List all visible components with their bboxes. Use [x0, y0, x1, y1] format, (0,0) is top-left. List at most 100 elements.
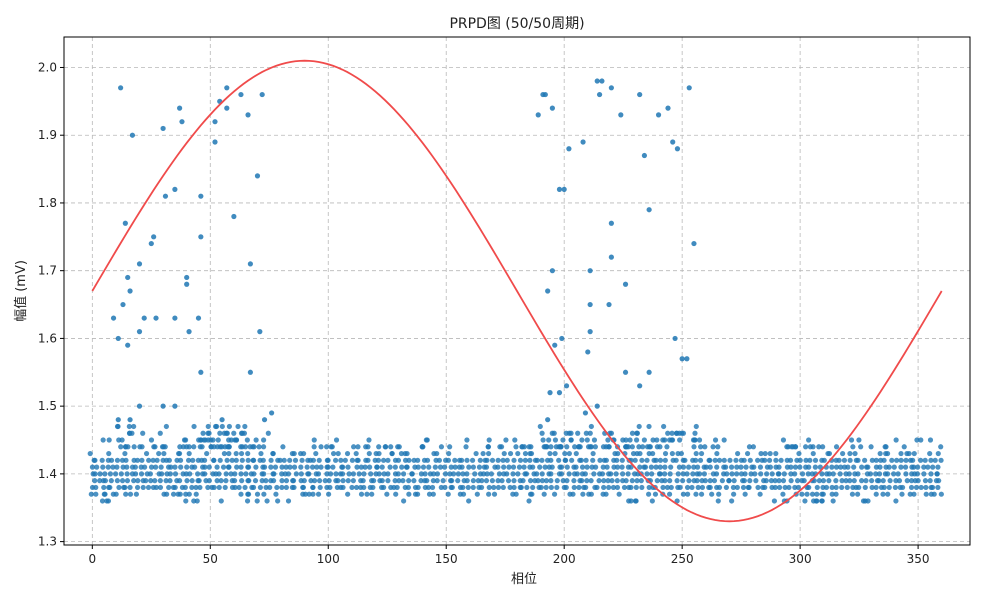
noise-point: [166, 457, 172, 463]
noise-point: [891, 464, 897, 470]
noise-point: [500, 457, 506, 463]
discharge-point: [566, 146, 572, 152]
noise-point: [603, 457, 609, 463]
noise-point: [148, 437, 155, 443]
noise-point: [197, 484, 203, 491]
noise-point: [245, 464, 252, 470]
noise-point: [668, 484, 674, 491]
noise-point: [833, 484, 839, 491]
noise-point: [576, 484, 582, 491]
noise-point: [351, 444, 357, 450]
discharge-point: [125, 342, 131, 348]
noise-point: [927, 478, 933, 484]
noise-point: [591, 471, 597, 477]
y-tick-label: 1.4: [38, 467, 57, 481]
noise-point: [379, 478, 385, 484]
noise-point: [657, 444, 663, 450]
noise-point: [621, 484, 628, 491]
noise-point: [932, 457, 938, 463]
noise-point: [797, 457, 803, 463]
noise-point: [503, 437, 509, 443]
noise-point: [477, 457, 483, 463]
discharge-point: [646, 207, 652, 213]
discharge-point: [153, 315, 159, 321]
noise-point: [629, 430, 636, 436]
noise-point: [191, 444, 197, 450]
noise-point: [558, 464, 565, 470]
noise-point: [584, 478, 590, 484]
noise-point: [272, 464, 279, 470]
noise-point: [674, 430, 680, 436]
noise-point: [716, 457, 723, 463]
noise-point: [638, 478, 644, 484]
discharge-point: [596, 91, 603, 98]
noise-point: [662, 457, 668, 463]
noise-point: [516, 464, 523, 470]
noise-point: [549, 464, 555, 470]
noise-point: [521, 464, 527, 470]
noise-point: [667, 478, 673, 484]
noise-point: [915, 464, 921, 470]
noise-point: [657, 471, 663, 477]
noise-point: [107, 484, 113, 491]
noise-point: [891, 471, 897, 477]
noise-point: [684, 471, 690, 477]
noise-point: [773, 450, 779, 457]
noise-point: [183, 498, 189, 504]
noise-point: [528, 450, 535, 457]
y-tick-label: 1.9: [38, 128, 57, 142]
noise-point: [380, 457, 387, 463]
noise-point: [782, 484, 788, 491]
noise-point: [430, 471, 437, 477]
noise-point: [401, 498, 407, 504]
noise-point: [153, 484, 159, 491]
noise-point: [810, 450, 816, 457]
noise-point: [290, 478, 297, 484]
noise-point: [923, 484, 929, 491]
noise-point: [263, 478, 269, 484]
noise-point: [724, 471, 730, 477]
noise-point: [589, 464, 595, 470]
noise-point: [757, 491, 763, 497]
noise-point: [614, 464, 621, 470]
noise-point: [692, 437, 698, 443]
noise-point: [225, 444, 231, 450]
noise-point: [623, 478, 629, 484]
noise-point: [376, 471, 382, 477]
noise-point: [392, 478, 398, 484]
discharge-point: [655, 112, 662, 118]
noise-point: [820, 491, 826, 497]
discharge-point: [587, 301, 593, 308]
noise-point: [811, 498, 817, 504]
noise-point: [588, 478, 594, 484]
noise-point: [251, 444, 257, 450]
discharge-point: [646, 369, 652, 375]
noise-point: [883, 444, 889, 450]
noise-point: [496, 471, 502, 477]
noise-point: [507, 450, 514, 457]
noise-point: [93, 484, 99, 491]
noise-point: [177, 491, 183, 497]
noise-point: [893, 437, 899, 443]
noise-point: [899, 484, 906, 491]
noise-point: [361, 471, 367, 477]
noise-point: [781, 471, 787, 477]
noise-point: [104, 498, 110, 504]
noise-point: [552, 450, 558, 457]
noise-point: [806, 437, 812, 443]
noise-point: [201, 457, 208, 463]
noise-point: [773, 457, 779, 463]
discharge-point: [622, 281, 629, 287]
noise-point: [193, 491, 199, 497]
noise-point: [547, 450, 553, 457]
noise-point: [464, 457, 470, 463]
x-tick-label: 200: [553, 552, 576, 566]
noise-point: [418, 478, 424, 484]
noise-point: [680, 478, 686, 484]
noise-point: [250, 484, 257, 491]
noise-point: [579, 437, 585, 443]
noise-point: [323, 444, 330, 450]
noise-point: [606, 484, 612, 491]
noise-point: [796, 450, 802, 457]
noise-point: [452, 464, 458, 470]
